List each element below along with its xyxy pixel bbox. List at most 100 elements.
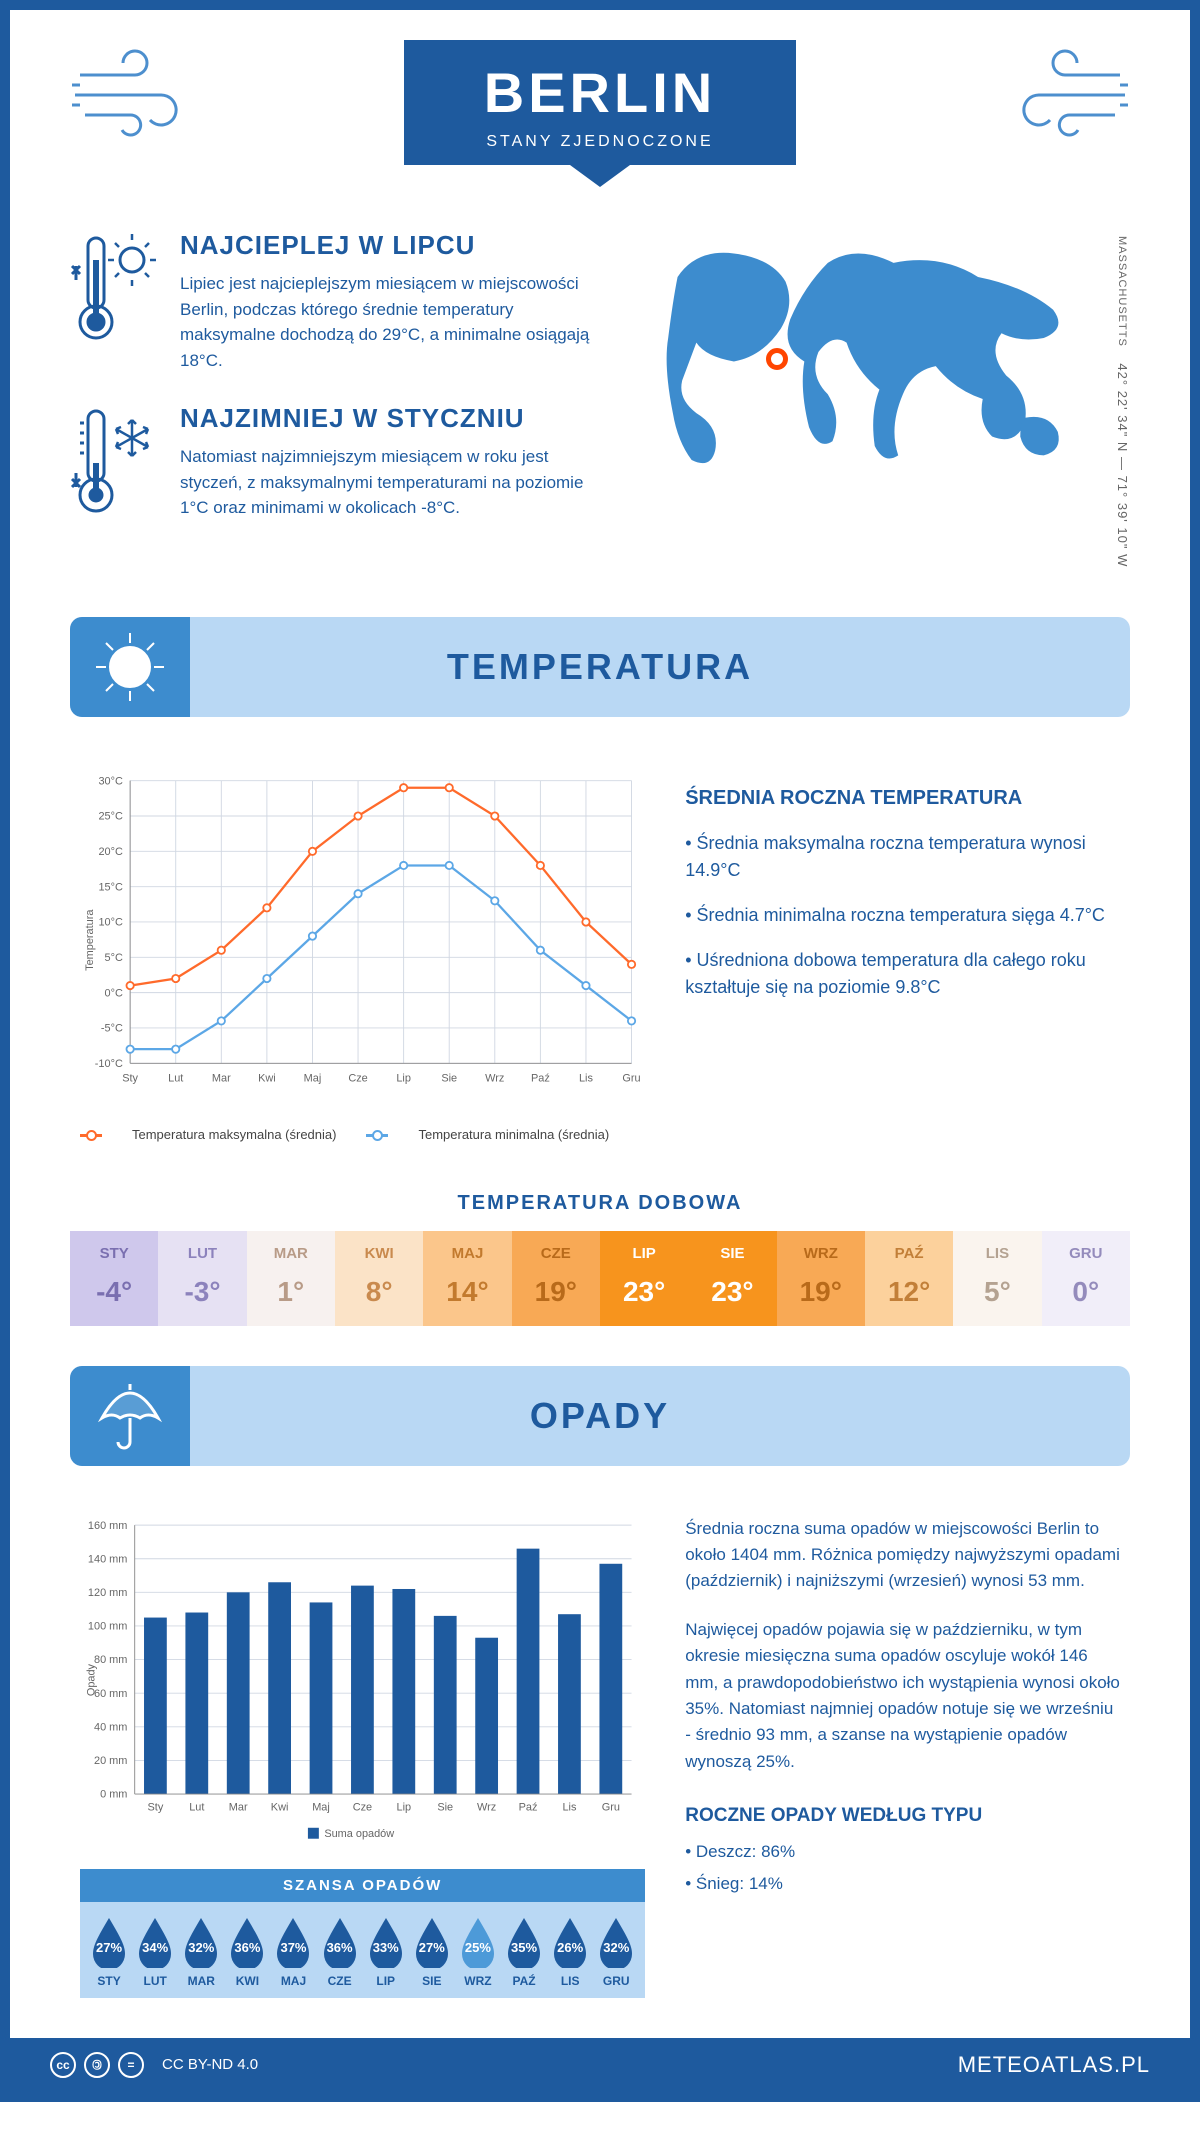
chance-value: 36% xyxy=(227,1916,267,1968)
temp-bullet: • Średnia maksymalna roczna temperatura … xyxy=(685,830,1120,884)
precip-banner: OPADY xyxy=(70,1366,1130,1466)
daily-temp-strip: STY-4°LUT-3°MAR1°KWI8°MAJ14°CZE19°LIP23°… xyxy=(70,1231,1130,1326)
svg-text:Mar: Mar xyxy=(212,1073,231,1085)
daily-value: 19° xyxy=(512,1276,600,1308)
sun-icon xyxy=(70,617,190,717)
svg-text:Paź: Paź xyxy=(519,1801,538,1813)
daily-month: MAR xyxy=(247,1245,335,1262)
raindrop-icon: 27% xyxy=(89,1916,129,1968)
climate-facts: NAJCIEPLEJ W LIPCU Lipiec jest najcieple… xyxy=(70,230,610,567)
svg-text:Sty: Sty xyxy=(148,1801,164,1813)
nd-icon: = xyxy=(118,2052,144,2078)
precip-heading: OPADY xyxy=(530,1395,670,1437)
svg-text:Lip: Lip xyxy=(396,1073,411,1085)
chance-value: 32% xyxy=(181,1916,221,1968)
daily-value: 1° xyxy=(247,1276,335,1308)
daily-month: WRZ xyxy=(777,1245,865,1262)
chance-cell: 32% GRU xyxy=(593,1916,639,1988)
coordinates: MASSACHUSETTS 42° 22' 34" N — 71° 39' 10… xyxy=(1109,230,1130,567)
wind-icon-right xyxy=(1000,40,1130,140)
license-label: CC BY-ND 4.0 xyxy=(162,2056,258,2073)
chance-cell: 33% LIP xyxy=(363,1916,409,1988)
chance-value: 27% xyxy=(412,1916,452,1968)
svg-text:Temperatura: Temperatura xyxy=(84,909,96,971)
svg-text:80 mm: 80 mm xyxy=(94,1654,127,1666)
daily-value: -4° xyxy=(70,1276,158,1308)
lat-label: 42° 22' 34" N xyxy=(1115,363,1130,452)
coldest-fact: NAJZIMNIEJ W STYCZNIU Natomiast najzimni… xyxy=(70,403,610,528)
daily-value: 23° xyxy=(688,1276,776,1308)
daily-cell: LIS 5° xyxy=(953,1231,1041,1326)
daily-month: CZE xyxy=(512,1245,600,1262)
warmest-text: Lipiec jest najcieplejszym miesiącem w m… xyxy=(180,271,610,373)
daily-value: 12° xyxy=(865,1276,953,1308)
daily-month: KWI xyxy=(335,1245,423,1262)
temperature-line-chart: -10°C-5°C0°C5°C10°C15°C20°C25°C30°CStyLu… xyxy=(80,767,645,1141)
svg-text:Sty: Sty xyxy=(122,1073,138,1085)
thermometer-snow-icon xyxy=(70,403,160,528)
daily-month: GRU xyxy=(1042,1245,1130,1262)
daily-cell: LUT-3° xyxy=(158,1231,246,1326)
chance-value: 35% xyxy=(504,1916,544,1968)
daily-value: -3° xyxy=(158,1276,246,1308)
map-side: MASSACHUSETTS 42° 22' 34" N — 71° 39' 10… xyxy=(640,230,1130,567)
chance-value: 27% xyxy=(89,1916,129,1968)
daily-cell: LIP23° xyxy=(600,1231,688,1326)
precip-type-heading: ROCZNE OPADY WEDŁUG TYPU xyxy=(685,1805,1120,1827)
title-ribbon: BERLIN STANY ZJEDNOCZONE xyxy=(404,40,796,165)
precip-summary: Średnia roczna suma opadów w miejscowośc… xyxy=(685,1516,1120,1998)
wind-icon-left xyxy=(70,40,200,140)
temp-bullet: • Średnia minimalna roczna temperatura s… xyxy=(685,902,1120,929)
header: BERLIN STANY ZJEDNOCZONE xyxy=(10,10,1190,210)
svg-text:25°C: 25°C xyxy=(98,811,123,823)
svg-text:30°C: 30°C xyxy=(98,776,123,788)
svg-text:Cze: Cze xyxy=(348,1073,367,1085)
raindrop-icon: 34% xyxy=(135,1916,175,1968)
chance-cell: 32% MAR xyxy=(178,1916,224,1988)
chance-month: WRZ xyxy=(455,1974,501,1988)
daily-value: 5° xyxy=(953,1276,1041,1308)
umbrella-icon xyxy=(70,1366,190,1466)
chance-value: 32% xyxy=(596,1916,636,1968)
chance-month: LIP xyxy=(363,1974,409,1988)
chance-month: SIE xyxy=(409,1974,455,1988)
chance-cell: 26% LIS xyxy=(547,1916,593,1988)
chance-cell: 36% KWI xyxy=(224,1916,270,1988)
chance-cell: 37% MAJ xyxy=(270,1916,316,1988)
chance-month: PAŹ xyxy=(501,1974,547,1988)
chance-month: LIS xyxy=(547,1974,593,1988)
raindrop-icon: 33% xyxy=(366,1916,406,1968)
daily-cell: MAJ14° xyxy=(423,1231,511,1326)
daily-month: LIS xyxy=(953,1245,1041,1262)
svg-text:Lut: Lut xyxy=(168,1073,183,1085)
chance-cell: 36% CZE xyxy=(317,1916,363,1988)
svg-text:Maj: Maj xyxy=(304,1073,322,1085)
country-name: STANY ZJEDNOCZONE xyxy=(484,133,716,151)
raindrop-icon: 32% xyxy=(181,1916,221,1968)
svg-text:15°C: 15°C xyxy=(98,882,123,894)
precip-bar-chart: 0 mm20 mm40 mm60 mm80 mm100 mm120 mm140 … xyxy=(80,1516,645,1998)
chance-month: MAR xyxy=(178,1974,224,1988)
temperature-banner: TEMPERATURA xyxy=(70,617,1130,717)
svg-text:160 mm: 160 mm xyxy=(88,1520,127,1532)
svg-text:-10°C: -10°C xyxy=(95,1058,123,1070)
raindrop-icon: 27% xyxy=(412,1916,452,1968)
daily-month: LIP xyxy=(600,1245,688,1262)
chance-month: CZE xyxy=(317,1974,363,1988)
site-name: METEOATLAS.PL xyxy=(958,2052,1150,2078)
daily-value: 14° xyxy=(423,1276,511,1308)
daily-cell: STY-4° xyxy=(70,1231,158,1326)
svg-text:40 mm: 40 mm xyxy=(94,1721,127,1733)
svg-text:5°C: 5°C xyxy=(105,952,123,964)
precip-para-1: Średnia roczna suma opadów w miejscowośc… xyxy=(685,1516,1120,1595)
svg-text:Sie: Sie xyxy=(441,1073,457,1085)
chance-cell: 25% WRZ xyxy=(455,1916,501,1988)
svg-text:Wrz: Wrz xyxy=(477,1801,496,1813)
raindrop-icon: 32% xyxy=(596,1916,636,1968)
world-map xyxy=(640,230,1109,567)
by-icon: 🄯 xyxy=(84,2052,110,2078)
svg-text:Kwi: Kwi xyxy=(258,1073,276,1085)
daily-cell: CZE 19° xyxy=(512,1231,600,1326)
annual-temp-heading: ŚREDNIA ROCZNA TEMPERATURA xyxy=(685,787,1120,810)
daily-cell: GRU0° xyxy=(1042,1231,1130,1326)
